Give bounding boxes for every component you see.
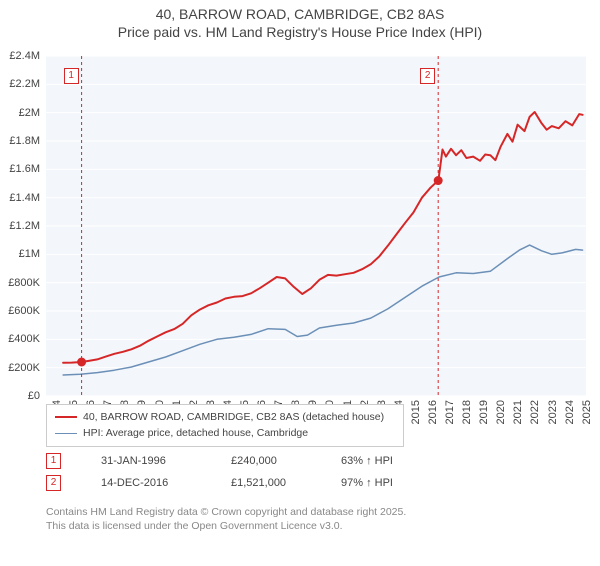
transaction-date: 14-DEC-2016 (101, 477, 231, 489)
y-tick-label: £2.2M (9, 78, 40, 90)
y-tick-label: £1.2M (9, 220, 40, 232)
footnote-line-1: Contains HM Land Registry data © Crown c… (46, 506, 406, 518)
marker-flag-icon: 1 (46, 453, 61, 469)
marker-flag-icon: 1 (64, 68, 79, 84)
y-tick-label: £1.4M (9, 192, 40, 204)
transaction-row-2: 2 14-DEC-2016 £1,521,000 97% ↑ HPI (46, 472, 586, 494)
transaction-date: 31-JAN-1996 (101, 455, 231, 467)
plot-area: 12 (46, 56, 586, 396)
y-tick-label: £200K (8, 362, 40, 374)
legend-label-2: HPI: Average price, detached house, Camb… (83, 427, 308, 439)
y-tick-label: £2M (19, 107, 40, 119)
marker-flag-icon: 2 (420, 68, 435, 84)
y-tick-label: £400K (8, 333, 40, 345)
transaction-ratio: 97% ↑ HPI (341, 477, 441, 489)
legend-label-1: 40, BARROW ROAD, CAMBRIDGE, CB2 8AS (det… (83, 411, 384, 423)
x-tick-label: 2019 (478, 400, 490, 424)
plot-svg (46, 56, 586, 396)
x-tick-label: 2025 (581, 400, 593, 424)
legend-item-series-1: 40, BARROW ROAD, CAMBRIDGE, CB2 8AS (det… (55, 409, 395, 425)
legend-swatch-red (55, 416, 77, 418)
transaction-price: £240,000 (231, 455, 341, 467)
y-tick-label: £1.8M (9, 135, 40, 147)
footnote-line-2: This data is licensed under the Open Gov… (46, 520, 343, 532)
chart-container: 40, BARROW ROAD, CAMBRIDGE, CB2 8AS Pric… (0, 6, 600, 566)
x-tick-label: 2023 (547, 400, 559, 424)
y-tick-label: £600K (8, 305, 40, 317)
x-tick-label: 2022 (529, 400, 541, 424)
legend: 40, BARROW ROAD, CAMBRIDGE, CB2 8AS (det… (46, 404, 404, 447)
y-tick-label: £800K (8, 277, 40, 289)
transaction-price: £1,521,000 (231, 477, 341, 489)
transaction-ratio: 63% ↑ HPI (341, 455, 441, 467)
x-tick-label: 2018 (461, 400, 473, 424)
legend-swatch-blue (55, 433, 77, 434)
x-tick-label: 2016 (427, 400, 439, 424)
chart-title: 40, BARROW ROAD, CAMBRIDGE, CB2 8AS Pric… (0, 6, 600, 41)
x-tick-label: 2021 (512, 400, 524, 424)
x-tick-label: 2020 (495, 400, 507, 424)
transaction-row-1: 1 31-JAN-1996 £240,000 63% ↑ HPI (46, 450, 586, 472)
y-tick-label: £1.6M (9, 163, 40, 175)
y-tick-label: £1M (19, 248, 40, 260)
title-line-2: Price paid vs. HM Land Registry's House … (118, 24, 482, 40)
x-tick-label: 2017 (444, 400, 456, 424)
x-tick-label: 2015 (410, 400, 422, 424)
y-axis-labels: £0£200K£400K£600K£800K£1M£1.2M£1.4M£1.6M… (0, 56, 42, 396)
transaction-rows: 1 31-JAN-1996 £240,000 63% ↑ HPI 2 14-DE… (46, 450, 586, 494)
legend-item-series-2: HPI: Average price, detached house, Camb… (55, 425, 395, 441)
y-tick-label: £2.4M (9, 50, 40, 62)
y-tick-label: £0 (28, 390, 40, 402)
marker-flag-icon: 2 (46, 475, 61, 491)
footnote: Contains HM Land Registry data © Crown c… (46, 506, 406, 533)
x-tick-label: 2024 (564, 400, 576, 424)
title-line-1: 40, BARROW ROAD, CAMBRIDGE, CB2 8AS (156, 6, 445, 22)
